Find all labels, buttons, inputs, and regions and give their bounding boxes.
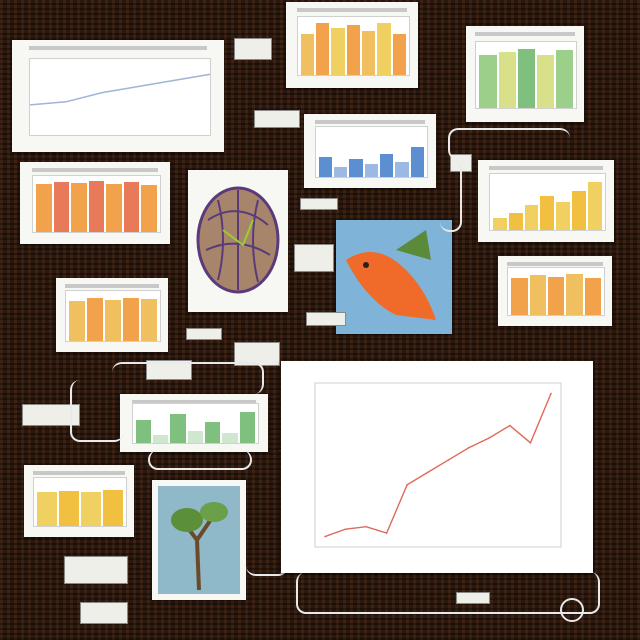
thumb-plot-area <box>64 289 162 342</box>
tree-image <box>158 486 240 594</box>
thumb-bar-chart-small-right <box>498 256 612 326</box>
thumb-line-chart-topleft <box>12 40 224 152</box>
plot-frame <box>314 382 562 548</box>
thumb-tree-illustration <box>152 480 246 600</box>
tag-label <box>22 404 80 426</box>
thumb-bars <box>476 42 575 108</box>
tag-label <box>80 602 128 624</box>
connector-wire <box>70 380 124 442</box>
thumb-plot-area <box>296 15 411 76</box>
thumb-title-scribble <box>32 168 158 172</box>
thumb-title-scribble <box>488 166 604 170</box>
thumb-title-scribble <box>64 284 160 288</box>
data-point <box>488 437 491 439</box>
thumb-title-scribble <box>32 471 126 475</box>
tag-label <box>306 312 346 326</box>
main-line-chart-card <box>281 361 593 573</box>
thumb-bar-chart-yellow-right <box>478 160 614 242</box>
tag-label <box>456 592 490 604</box>
connector-wire <box>296 572 600 614</box>
thumb-plot-area <box>507 267 606 317</box>
data-point <box>468 446 470 449</box>
thumb-bar-chart-mid-left <box>56 278 168 352</box>
thumb-plot-area <box>32 476 128 527</box>
thumb-bar-chart-bottom-left <box>24 465 134 537</box>
thumb-bar-chart-top <box>286 2 418 88</box>
thumb-bars <box>66 291 160 341</box>
tag-label <box>254 110 300 128</box>
data-point <box>365 525 367 528</box>
data-point <box>509 424 511 427</box>
connector-wire <box>148 450 252 470</box>
tag-label <box>300 198 338 210</box>
connector-wire <box>440 160 462 232</box>
tag-label <box>146 360 192 380</box>
thumb-bars <box>298 17 410 75</box>
thumb-title-scribble <box>475 32 575 36</box>
thumb-bars <box>34 478 127 526</box>
tag-label <box>64 556 128 584</box>
thumb-plot-area <box>131 403 260 444</box>
thumb-brain-illustration <box>188 170 288 312</box>
series-line <box>324 393 552 538</box>
connector-wire <box>112 362 264 394</box>
thumb-bar-chart-blue <box>304 114 436 188</box>
thumb-animal-illustration <box>336 220 452 334</box>
thumb-plot-area <box>314 125 429 178</box>
thumb-bars <box>33 176 160 232</box>
connector-wire <box>560 598 584 622</box>
tag-label <box>186 328 222 340</box>
thumb-plot-area <box>28 57 212 137</box>
thumb-title-scribble <box>28 46 208 50</box>
data-point <box>529 442 532 444</box>
thumb-plot-area <box>32 175 161 233</box>
thumb-bar-chart-green <box>120 394 268 452</box>
thumb-title-scribble <box>296 8 408 12</box>
thumb-bars <box>508 268 604 316</box>
data-point <box>550 392 552 395</box>
thumb-title-scribble <box>314 120 426 124</box>
brain-image <box>196 186 280 294</box>
data-point <box>324 535 326 538</box>
tag-label <box>294 244 334 272</box>
thumb-title-scribble <box>131 400 257 404</box>
thumb-title-scribble <box>507 262 603 266</box>
thumb-plot-area <box>475 41 577 109</box>
data-point <box>447 459 450 461</box>
data-point <box>385 532 388 534</box>
data-point <box>406 483 408 486</box>
tag-label <box>234 38 272 60</box>
thumb-bars <box>316 127 428 177</box>
connector-wire <box>448 128 570 160</box>
thumb-bar-chart-topright <box>466 26 584 122</box>
data-point <box>344 528 347 530</box>
animal-image <box>336 220 452 334</box>
data-point <box>426 471 429 474</box>
thumb-bar-chart-orange-left <box>20 162 170 244</box>
main-line-chart <box>314 382 562 548</box>
thumb-bars <box>133 404 258 443</box>
thumb-plot-area <box>488 173 606 231</box>
thumb-bars <box>490 174 605 230</box>
thumb-line <box>29 73 211 106</box>
